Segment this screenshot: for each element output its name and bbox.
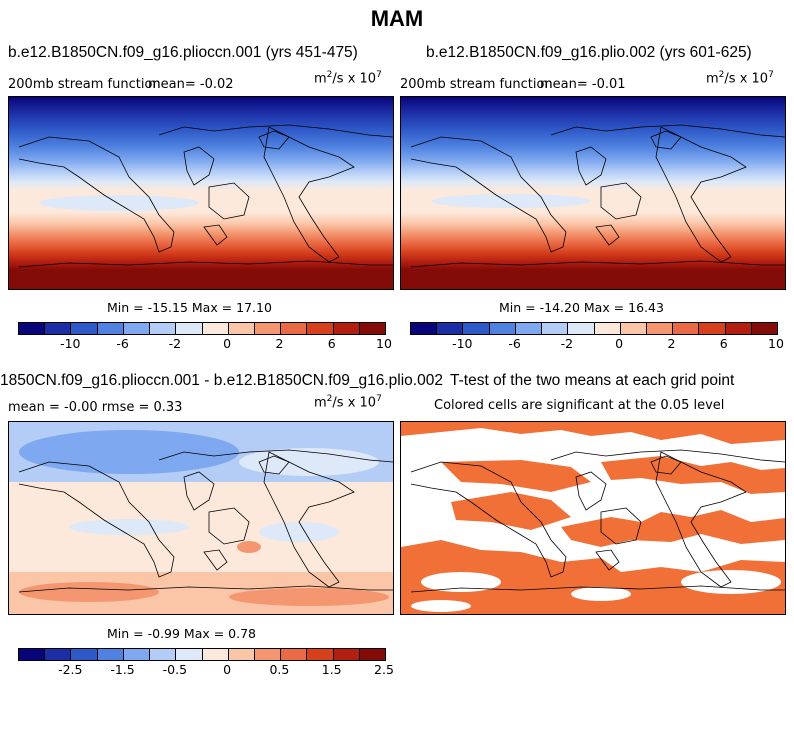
colorbar-swatch [725, 323, 752, 334]
panel-title-top-right: b.e12.B1850CN.f09_g16.plio.002 (yrs 601-… [426, 44, 752, 61]
colorbar-tick-label: -2 [560, 336, 574, 351]
colorbar-swatch [646, 323, 674, 334]
stats-label-bottom-left: mean = -0.00 rmse = 0.33 [8, 400, 183, 415]
colorbar-swatch [254, 649, 282, 660]
panel-title-bottom-left: 1850CN.f09_g16.plioccn.001 - b.e12.B1850… [0, 372, 443, 389]
colorbar-top-left [18, 322, 386, 335]
colorbar-swatch [71, 323, 98, 334]
colorbar-swatch [568, 323, 595, 334]
colorbar-swatch [150, 323, 177, 334]
colorbar-top-right [410, 322, 778, 335]
colorbar-swatch [228, 649, 255, 660]
significance-regions [401, 422, 785, 614]
colorbar-swatch [594, 323, 621, 334]
colorbar-swatch [437, 323, 464, 334]
colorbar-tick-label: 2.5 [374, 662, 394, 677]
map-bottom-left [8, 421, 394, 615]
colorbar-swatch [307, 649, 334, 660]
coastlines [18, 449, 393, 593]
subtitle-bottom-right: Colored cells are significant at the 0.0… [434, 398, 725, 413]
colorbar-tick-label: 1.5 [321, 662, 342, 677]
minmax-top-right: Min = -14.20 Max = 16.43 [499, 300, 664, 315]
colorbar-swatch [281, 323, 308, 334]
colorbar-tick-label: -10 [452, 336, 473, 351]
colorbar-swatch [620, 323, 647, 334]
colorbar-swatch [19, 323, 46, 334]
colorbar-bottom-left [18, 648, 386, 661]
mean-label-top-left: mean= -0.02 [148, 77, 234, 92]
colorbar-swatch [673, 323, 700, 334]
colorbar-swatch [333, 323, 360, 334]
colorbar-swatch [307, 323, 334, 334]
colorbar-tick-label: 2 [667, 336, 676, 351]
minmax-top-left: Min = -15.15 Max = 17.10 [107, 300, 272, 315]
units-label-top-right: m2/s x 107 [706, 70, 774, 87]
colorbar-swatch [411, 323, 438, 334]
colorbar-swatch [176, 323, 203, 334]
colorbar-swatch [202, 649, 229, 660]
colorbar-swatch [123, 649, 151, 660]
panel-title-bottom-right: T-test of the two means at each grid poi… [450, 372, 735, 389]
mean-label-top-right: mean= -0.01 [540, 77, 626, 92]
colorbar-swatch [515, 323, 543, 334]
colorbar-tick-label: -0.5 [162, 662, 188, 677]
colorbar-tick-label: -2.5 [58, 662, 83, 677]
colorbar-tick-label: 0 [223, 662, 232, 677]
colorbar-swatch [359, 649, 386, 660]
colorbar-tick-label: 6 [327, 336, 336, 351]
coastlines [18, 124, 393, 268]
colorbar-tick-label: -6 [116, 336, 129, 351]
map-top-left [8, 96, 394, 290]
coastlines [410, 124, 785, 268]
colorbar-ticks-top-left: -10 -6 -2 0 2 6 10 [18, 336, 392, 352]
coastlines [410, 449, 785, 593]
colorbar-swatch [699, 323, 726, 334]
colorbar-swatch [45, 323, 72, 334]
colorbar-swatch [97, 649, 124, 660]
colorbar-swatch [97, 323, 124, 334]
colorbar-ticks-top-right: -10 -6 -2 0 2 6 10 [410, 336, 784, 352]
map-top-right [400, 96, 786, 290]
colorbar-swatch [202, 323, 229, 334]
units-label-bottom-left: m2/s x 107 [314, 394, 382, 411]
colorbar-tick-label: -1.5 [110, 662, 135, 677]
colorbar-tick-label: 10 [376, 336, 392, 351]
colorbar-swatch [71, 649, 98, 660]
map-bottom-right [400, 421, 786, 615]
colorbar-tick-label: 6 [719, 336, 728, 351]
variable-label-top-right: 200mb stream function [400, 77, 553, 92]
figure-title: MAM [370, 6, 424, 31]
colorbar-swatch [19, 649, 46, 660]
panel-title-top-left: b.e12.B1850CN.f09_g16.plioccn.001 (yrs 4… [8, 44, 358, 61]
colorbar-swatch [542, 323, 569, 334]
colorbar-swatch [333, 649, 360, 660]
colorbar-swatch [751, 323, 778, 334]
colorbar-tick-label: 0 [223, 336, 232, 351]
colorbar-swatch [150, 649, 177, 660]
colorbar-tick-label: 0 [615, 336, 624, 351]
colorbar-tick-label: -10 [60, 336, 81, 351]
colorbar-swatch [176, 649, 203, 660]
variable-label-top-left: 200mb stream function [8, 77, 161, 92]
colorbar-swatch [254, 323, 282, 334]
colorbar-swatch [123, 323, 151, 334]
colorbar-ticks-bottom-left: -2.5 -1.5 -0.5 0 0.5 1.5 2.5 [18, 662, 394, 678]
colorbar-tick-label: -2 [168, 336, 182, 351]
colorbar-swatch [463, 323, 490, 334]
colorbar-tick-label: -6 [508, 336, 521, 351]
colorbar-swatch [489, 323, 516, 334]
colorbar-swatch [45, 649, 72, 660]
colorbar-swatch [281, 649, 308, 660]
colorbar-tick-label: 10 [768, 336, 784, 351]
colorbar-tick-label: 0.5 [269, 662, 290, 677]
minmax-bottom-left: Min = -0.99 Max = 0.78 [107, 626, 257, 641]
colorbar-swatch [359, 323, 386, 334]
colorbar-tick-label: 2 [275, 336, 284, 351]
units-label-top-left: m2/s x 107 [314, 70, 382, 87]
colorbar-swatch [228, 323, 255, 334]
